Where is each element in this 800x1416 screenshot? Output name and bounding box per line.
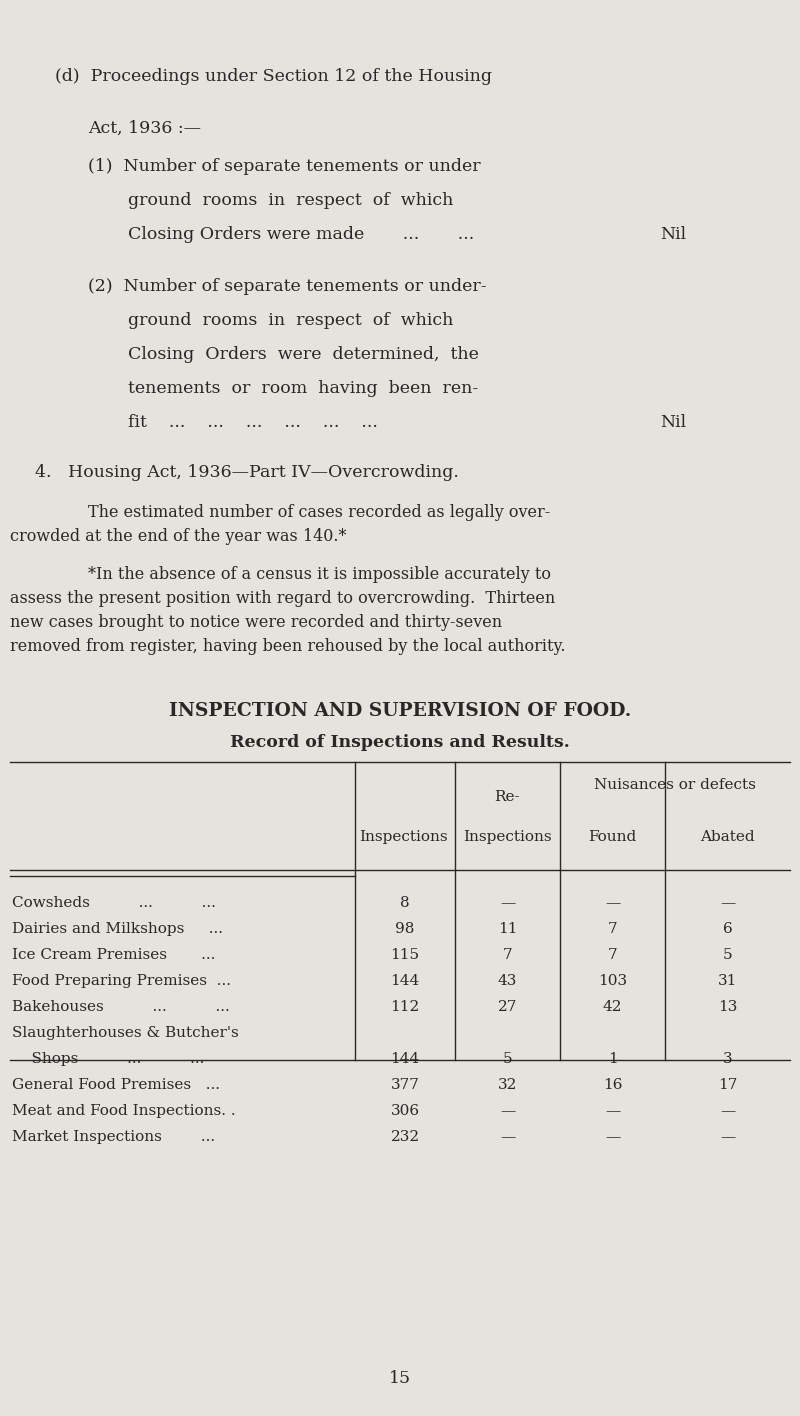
Text: Ice Cream Premises       ...: Ice Cream Premises ...	[12, 947, 215, 961]
Text: Closing Orders were made       ...       ...: Closing Orders were made ... ...	[128, 227, 474, 244]
Text: 43: 43	[498, 974, 517, 988]
Text: 32: 32	[498, 1078, 517, 1092]
Text: Slaughterhouses & Butcher's: Slaughterhouses & Butcher's	[12, 1027, 238, 1039]
Text: 31: 31	[718, 974, 737, 988]
Text: —: —	[605, 1130, 620, 1144]
Text: (2)  Number of separate tenements or under-: (2) Number of separate tenements or unde…	[88, 278, 486, 295]
Text: 115: 115	[390, 947, 419, 961]
Text: 17: 17	[718, 1078, 737, 1092]
Text: Dairies and Milkshops     ...: Dairies and Milkshops ...	[12, 922, 223, 936]
Text: Found: Found	[588, 830, 636, 844]
Text: crowded at the end of the year was 140.*: crowded at the end of the year was 140.*	[10, 528, 346, 545]
Text: ground  rooms  in  respect  of  which: ground rooms in respect of which	[128, 193, 454, 210]
Text: 16: 16	[602, 1078, 622, 1092]
Text: General Food Premises   ...: General Food Premises ...	[12, 1078, 220, 1092]
Text: Meat and Food Inspections. .: Meat and Food Inspections. .	[12, 1104, 236, 1119]
Text: 377: 377	[390, 1078, 419, 1092]
Text: Bakehouses          ...          ...: Bakehouses ... ...	[12, 1000, 230, 1014]
Text: 8: 8	[400, 896, 410, 910]
Text: 42: 42	[602, 1000, 622, 1014]
Text: tenements  or  room  having  been  ren-: tenements or room having been ren-	[128, 379, 478, 396]
Text: new cases brought to notice were recorded and thirty-seven: new cases brought to notice were recorde…	[10, 615, 502, 632]
Text: 144: 144	[390, 1052, 420, 1066]
Text: —: —	[500, 1130, 515, 1144]
Text: removed from register, having been rehoused by the local authority.: removed from register, having been rehou…	[10, 639, 566, 656]
Text: Cowsheds          ...          ...: Cowsheds ... ...	[12, 896, 216, 910]
Text: 4.   Housing Act, 1936—Part IV—Overcrowding.: 4. Housing Act, 1936—Part IV—Overcrowdin…	[35, 464, 459, 481]
Text: 306: 306	[390, 1104, 419, 1119]
Text: 6: 6	[722, 922, 732, 936]
Text: (d)  Proceedings under Section 12 of the Housing: (d) Proceedings under Section 12 of the …	[55, 68, 492, 85]
Text: —: —	[500, 1104, 515, 1119]
Text: Food Preparing Premises  ...: Food Preparing Premises ...	[12, 974, 231, 988]
Text: Market Inspections        ...: Market Inspections ...	[12, 1130, 215, 1144]
Text: 98: 98	[395, 922, 414, 936]
Text: INSPECTION AND SUPERVISION OF FOOD.: INSPECTION AND SUPERVISION OF FOOD.	[169, 702, 631, 719]
Text: 7: 7	[608, 922, 618, 936]
Text: fit    ...    ...    ...    ...    ...    ...: fit ... ... ... ... ... ...	[128, 413, 378, 430]
Text: 13: 13	[718, 1000, 737, 1014]
Text: *In the absence of a census it is impossible accurately to: *In the absence of a census it is imposs…	[88, 566, 551, 583]
Text: 232: 232	[390, 1130, 419, 1144]
Text: Act, 1936 :—: Act, 1936 :—	[88, 120, 201, 137]
Text: ground  rooms  in  respect  of  which: ground rooms in respect of which	[128, 312, 454, 329]
Text: 7: 7	[608, 947, 618, 961]
Text: —: —	[605, 1104, 620, 1119]
Text: 11: 11	[498, 922, 518, 936]
Text: 144: 144	[390, 974, 420, 988]
Text: 15: 15	[389, 1371, 411, 1388]
Text: —: —	[500, 896, 515, 910]
Text: Record of Inspections and Results.: Record of Inspections and Results.	[230, 733, 570, 750]
Text: Nil: Nil	[660, 227, 686, 244]
Text: —: —	[720, 1104, 735, 1119]
Text: —: —	[720, 1130, 735, 1144]
Text: assess the present position with regard to overcrowding.  Thirteen: assess the present position with regard …	[10, 590, 555, 607]
Text: 112: 112	[390, 1000, 420, 1014]
Text: Inspections: Inspections	[358, 830, 447, 844]
Text: (1)  Number of separate tenements or under: (1) Number of separate tenements or unde…	[88, 159, 481, 176]
Text: —: —	[605, 896, 620, 910]
Text: 7: 7	[502, 947, 512, 961]
Text: 27: 27	[498, 1000, 517, 1014]
Text: Inspections: Inspections	[462, 830, 551, 844]
Text: The estimated number of cases recorded as legally over-: The estimated number of cases recorded a…	[88, 504, 550, 521]
Text: Nil: Nil	[660, 413, 686, 430]
Text: —: —	[720, 896, 735, 910]
Text: 5: 5	[722, 947, 732, 961]
Text: 103: 103	[598, 974, 627, 988]
Text: Abated: Abated	[700, 830, 754, 844]
Text: 5: 5	[502, 1052, 512, 1066]
Text: Re-: Re-	[494, 790, 520, 804]
Text: 3: 3	[722, 1052, 732, 1066]
Text: Shops          ...          ...: Shops ... ...	[12, 1052, 204, 1066]
Text: 1: 1	[608, 1052, 618, 1066]
Text: Closing  Orders  were  determined,  the: Closing Orders were determined, the	[128, 346, 479, 362]
Text: Nuisances or defects: Nuisances or defects	[594, 777, 756, 792]
